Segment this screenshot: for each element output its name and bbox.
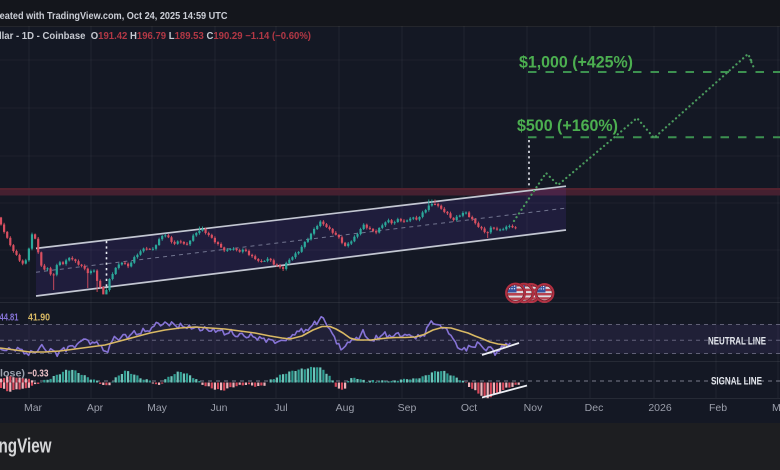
svg-text:SIGNAL LINE: SIGNAL LINE [711, 376, 762, 388]
svg-text:Jul: Jul [274, 402, 287, 414]
svg-text:Created with TradingView.com,: Created with TradingView.com, Oct 24, 20… [0, 11, 228, 22]
svg-text:2026: 2026 [648, 402, 672, 414]
svg-text:$1,000 (+425%): $1,000 (+425%) [519, 54, 633, 72]
svg-text:$500 (+160%): $500 (+160%) [517, 117, 618, 135]
svg-text:Dec: Dec [585, 402, 604, 414]
svg-text:−0.33: −0.33 [28, 368, 49, 380]
svg-text:Oct: Oct [461, 402, 477, 414]
svg-text:Apr: Apr [87, 402, 104, 414]
svg-text:Aug: Aug [336, 402, 355, 414]
svg-text:Nov: Nov [524, 402, 543, 414]
svg-text:ngView: ngView [0, 434, 52, 457]
svg-text:llar - 1D - Coinbase O191.42: llar - 1D - Coinbase O191.42 H196.79 L18… [0, 31, 311, 42]
svg-text:Jun: Jun [211, 402, 228, 414]
svg-text:lose): lose) [0, 368, 25, 380]
svg-text:Mar: Mar [772, 402, 780, 414]
svg-text:NEUTRAL LINE: NEUTRAL LINE [708, 335, 766, 347]
svg-text:Mar: Mar [24, 402, 43, 414]
svg-text:44.81: 44.81 [0, 311, 19, 323]
svg-text:41.90: 41.90 [28, 311, 50, 323]
svg-text:Sep: Sep [398, 402, 417, 414]
svg-text:Feb: Feb [709, 402, 727, 414]
svg-text:May: May [147, 402, 168, 414]
